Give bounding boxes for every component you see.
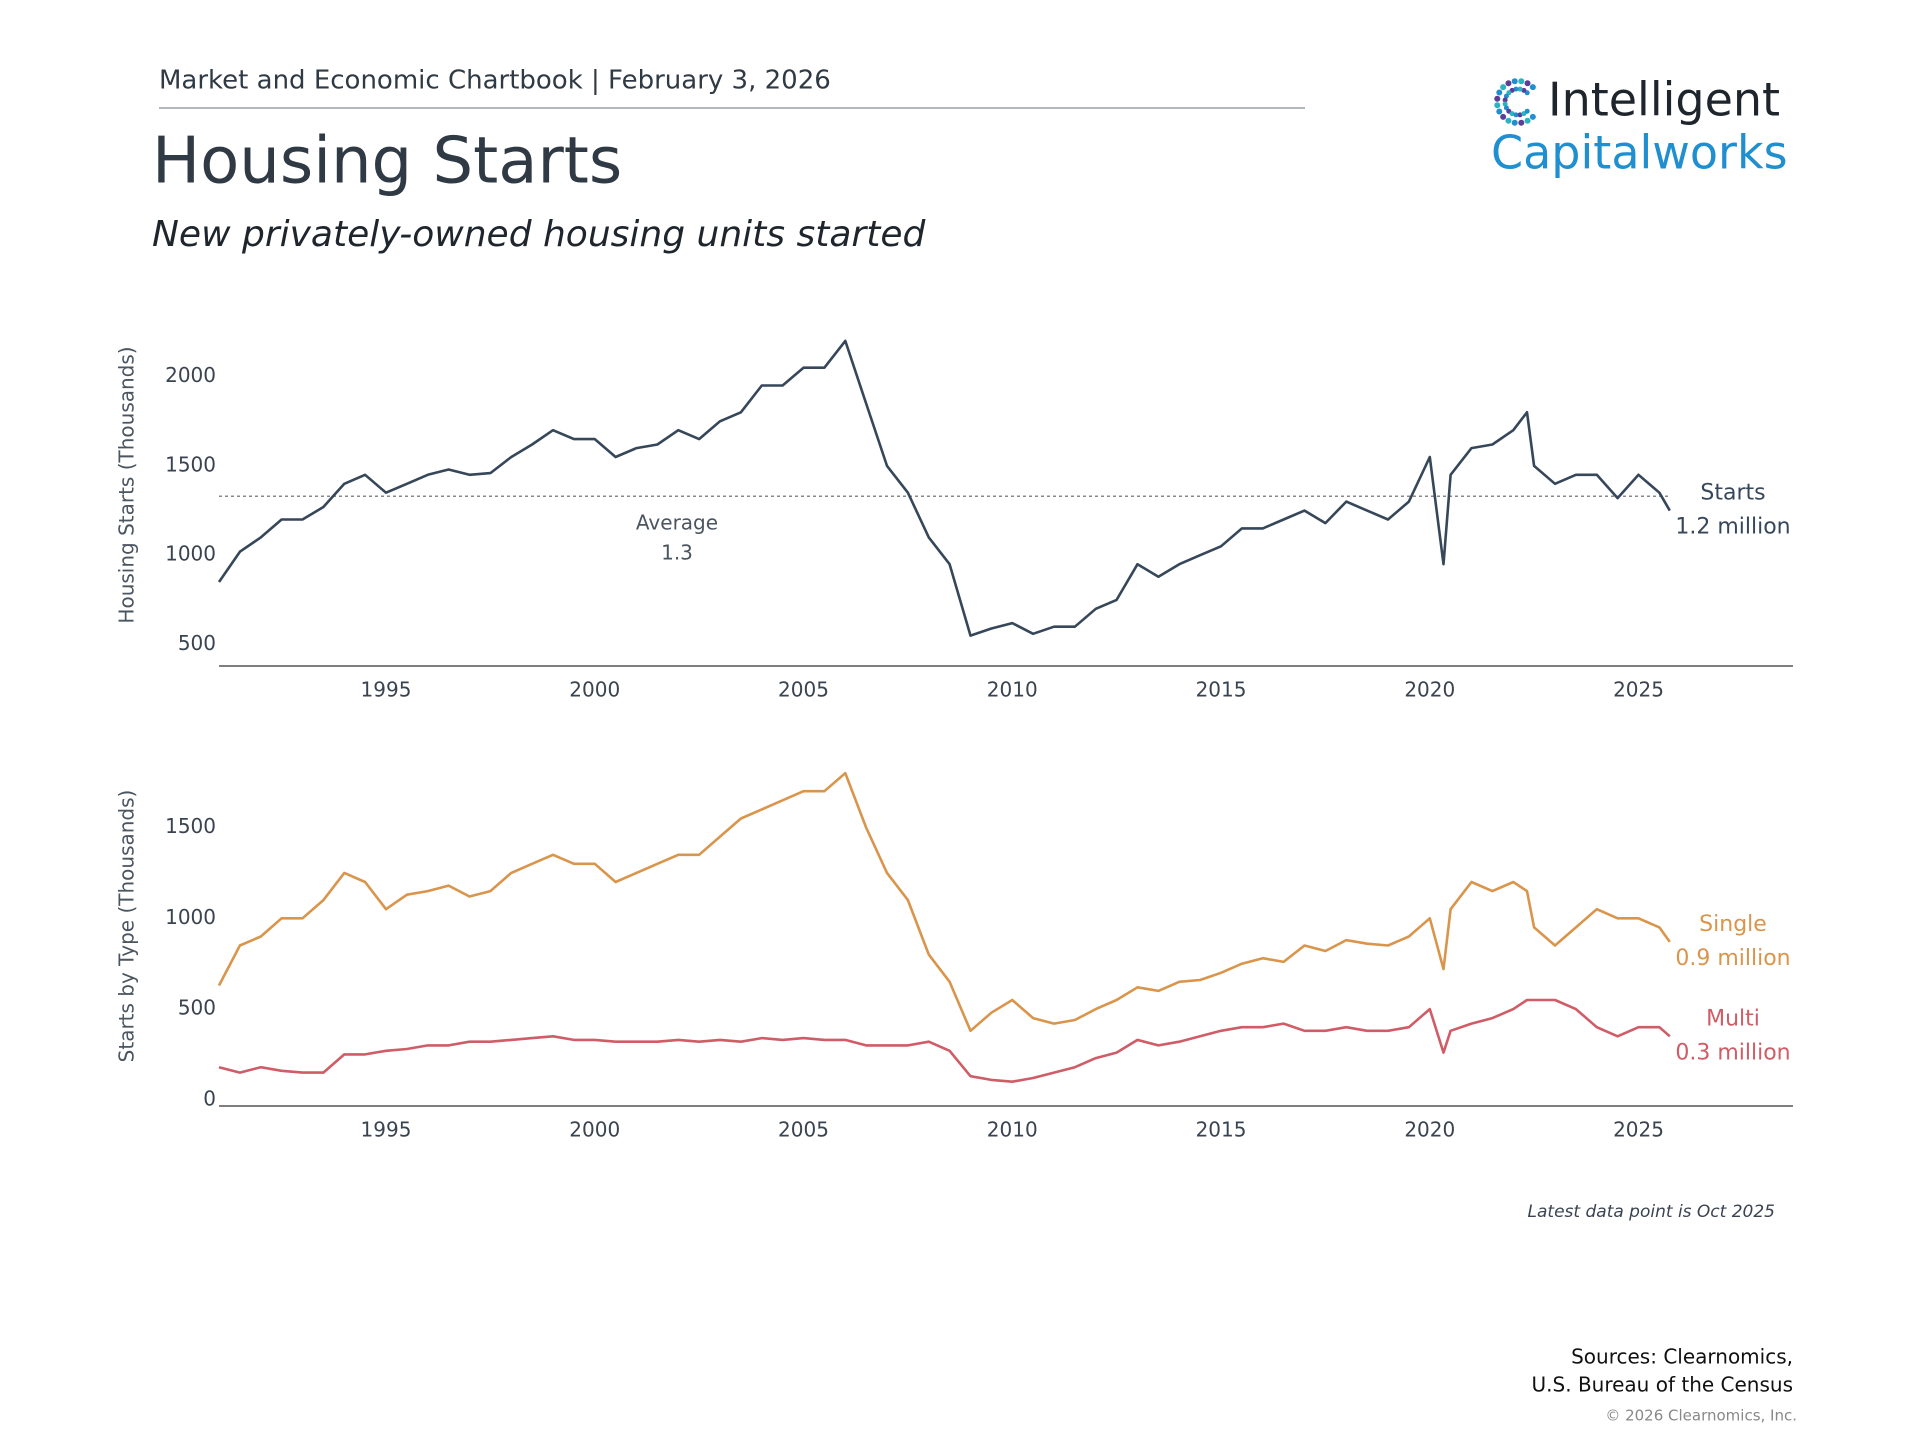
average-label: Average xyxy=(636,511,718,535)
logo-dot xyxy=(1496,108,1503,115)
x-tick-label: 1995 xyxy=(361,1118,412,1142)
y-tick-label: 1000 xyxy=(165,542,216,566)
page-title: Housing Starts xyxy=(152,125,622,199)
logo-dot xyxy=(1513,86,1519,92)
logo-dot xyxy=(1494,102,1501,109)
logo-dot xyxy=(1500,113,1507,120)
logo-dot xyxy=(1511,78,1518,85)
y-tick-label: 1000 xyxy=(165,905,216,929)
logo-dot xyxy=(1505,117,1512,124)
logo-dot xyxy=(1517,86,1523,92)
x-tick-label: 2000 xyxy=(569,1118,620,1142)
logo-dot xyxy=(1496,89,1503,96)
page-subtitle: New privately-owned housing units starte… xyxy=(152,214,926,255)
x-tick-label: 1995 xyxy=(361,678,412,702)
logo-dot xyxy=(1502,101,1508,107)
logo-dot xyxy=(1524,80,1531,87)
x-tick-label: 2010 xyxy=(987,1118,1038,1142)
x-tick-label: 2025 xyxy=(1613,678,1664,702)
x-tick-label: 2020 xyxy=(1404,678,1455,702)
series-end-label: 0.9 million xyxy=(1675,946,1790,971)
y-tick-label: 0 xyxy=(203,1086,216,1110)
x-tick-label: 2010 xyxy=(987,678,1038,702)
logo-dot xyxy=(1524,117,1531,124)
x-tick-label: 2005 xyxy=(778,678,829,702)
logo-top: Intelligent xyxy=(1548,73,1780,127)
logo-dot xyxy=(1502,97,1508,103)
x-tick-label: 2025 xyxy=(1613,1118,1664,1142)
chartbook-label: Market and Economic Chartbook | February… xyxy=(159,66,831,96)
logo-dot xyxy=(1509,111,1515,117)
x-tick-label: 2020 xyxy=(1404,1118,1455,1142)
sources: U.S. Bureau of the Census xyxy=(1532,1373,1793,1397)
logo-dot xyxy=(1503,93,1509,99)
logo-dot xyxy=(1505,80,1512,87)
logo-dot xyxy=(1517,112,1523,118)
logo-icon xyxy=(1494,78,1536,126)
logo-dot xyxy=(1521,87,1527,93)
series-line xyxy=(217,339,1671,637)
logo-dot xyxy=(1529,84,1536,91)
logo-dot xyxy=(1524,108,1530,114)
x-tick-label: 2005 xyxy=(778,1118,829,1142)
y-tick-label: 500 xyxy=(178,631,216,655)
x-tick-label: 2015 xyxy=(1196,1118,1247,1142)
y-tick-label: 1500 xyxy=(165,814,216,838)
logo-dot xyxy=(1529,113,1536,120)
logo-bottom: Capitalworks xyxy=(1491,126,1788,180)
x-tick-label: 2015 xyxy=(1196,678,1247,702)
average-value: 1.3 xyxy=(661,541,693,565)
x-tick-label: 2000 xyxy=(569,678,620,702)
logo-dot xyxy=(1511,119,1518,126)
y-tick-label: 2000 xyxy=(165,363,216,387)
logo-dot xyxy=(1518,78,1525,85)
sources: Sources: Clearnomics, xyxy=(1571,1345,1793,1369)
series-name: Starts xyxy=(1700,481,1765,506)
logo-dot xyxy=(1500,84,1507,91)
series-line xyxy=(218,998,1671,1083)
y-tick-label: 1500 xyxy=(165,452,216,476)
y-tick-label: 500 xyxy=(178,996,216,1020)
footnote: Latest data point is Oct 2025 xyxy=(1528,1202,1775,1222)
y-axis-title: Starts by Type (Thousands) xyxy=(115,790,139,1063)
series-end-label: 0.3 million xyxy=(1675,1040,1790,1065)
series-end-label: 1.2 million xyxy=(1675,515,1790,540)
series-name: Single xyxy=(1699,912,1767,937)
logo-dot xyxy=(1494,95,1501,102)
series-name: Multi xyxy=(1706,1006,1760,1031)
logo-dot xyxy=(1513,112,1519,118)
y-axis-title: Housing Starts (Thousands) xyxy=(115,346,139,623)
copyright: © 2026 Clearnomics, Inc. xyxy=(1605,1407,1797,1425)
series-line xyxy=(217,771,1671,1033)
logo-dot xyxy=(1518,119,1525,126)
